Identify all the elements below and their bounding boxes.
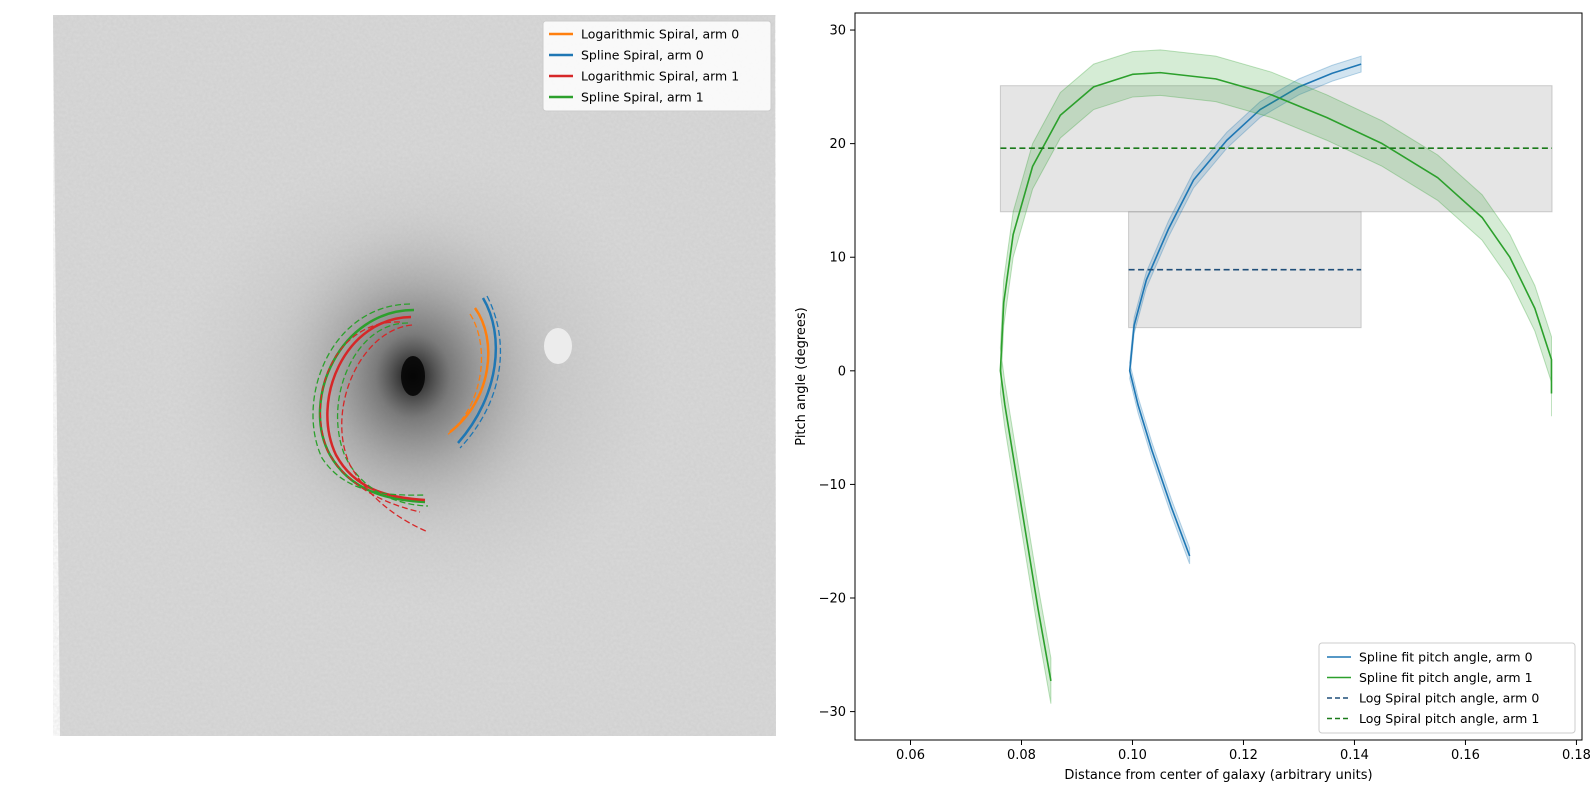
spline-arm-1 xyxy=(318,308,426,504)
axes-frame xyxy=(854,12,1583,741)
galaxy-image-panel: Logarithmic Spiral, arm 0 Spline Spiral, … xyxy=(53,15,776,736)
log-arm-0 xyxy=(449,307,490,433)
x-tick-label: 0.16 xyxy=(1451,748,1480,763)
x-tick-label: 0.06 xyxy=(896,748,925,763)
x-tick-label: 0.18 xyxy=(1562,748,1590,763)
chart-legend: Spline fit pitch angle, arm 0 Spline fit … xyxy=(1318,642,1576,734)
image-legend-label: Spline Spiral, arm 0 xyxy=(581,48,704,63)
chart-legend-label: Spline fit pitch angle, arm 1 xyxy=(1359,670,1533,685)
spline-arm-0-bound xyxy=(459,295,502,449)
x-axis-ticks: 0.06 0.08 0.10 0.12 0.14 0.16 0.18 xyxy=(896,740,1590,763)
y-axis-label: Pitch angle (degrees) xyxy=(794,307,809,445)
chart-legend-box xyxy=(1318,642,1576,734)
chart-series xyxy=(999,49,1553,704)
spiral-arm-overlays xyxy=(312,295,502,533)
x-tick-label: 0.10 xyxy=(1118,748,1147,763)
y-tick-label: 0 xyxy=(838,364,846,379)
y-tick-label: −20 xyxy=(819,592,846,607)
pitch-angle-chart: 0.06 0.08 0.10 0.12 0.14 0.16 0.18 −30 −20 −10 0 1… xyxy=(794,12,1590,783)
image-legend-box xyxy=(542,20,772,112)
x-axis-label: Distance from center of galaxy (arbitrar… xyxy=(1064,768,1372,783)
masked-star xyxy=(544,328,572,364)
spline-arm-0 xyxy=(457,297,498,444)
spline-pitch-line xyxy=(999,71,1553,682)
y-tick-label: 20 xyxy=(829,137,846,152)
spline-arm-1-bound-a xyxy=(312,303,427,496)
image-legend-label: Logarithmic Spiral, arm 1 xyxy=(581,69,739,84)
spline-confidence-band xyxy=(999,49,1552,704)
y-tick-label: 10 xyxy=(829,251,846,266)
x-tick-label: 0.08 xyxy=(1007,748,1036,763)
log-arm-1 xyxy=(326,315,426,502)
x-tick-label: 0.12 xyxy=(1229,748,1258,763)
log-arm-1-bound-b xyxy=(319,321,421,513)
y-axis-ticks: −30 −20 −10 0 10 20 30 xyxy=(819,24,855,720)
chart-legend-label: Log Spiral pitch angle, arm 0 xyxy=(1359,691,1539,706)
galaxy-nucleus xyxy=(401,356,425,396)
y-tick-label: 30 xyxy=(829,24,846,39)
image-legend: Logarithmic Spiral, arm 0 Spline Spiral, … xyxy=(542,20,772,112)
chart-legend-label: Spline fit pitch angle, arm 0 xyxy=(1359,650,1533,665)
log-arm-0-bound xyxy=(445,313,483,437)
image-legend-label: Spline Spiral, arm 1 xyxy=(581,90,704,105)
spline-pitch-line xyxy=(1128,63,1362,557)
y-tick-label: −30 xyxy=(819,705,846,720)
x-tick-label: 0.14 xyxy=(1340,748,1369,763)
spline-arm-1-bound-b xyxy=(336,322,429,507)
y-tick-label: −10 xyxy=(819,478,846,493)
image-legend-label: Logarithmic Spiral, arm 0 xyxy=(581,27,739,42)
chart-legend-label: Log Spiral pitch angle, arm 1 xyxy=(1359,711,1539,726)
log-arm-1-bound-a xyxy=(341,324,429,533)
